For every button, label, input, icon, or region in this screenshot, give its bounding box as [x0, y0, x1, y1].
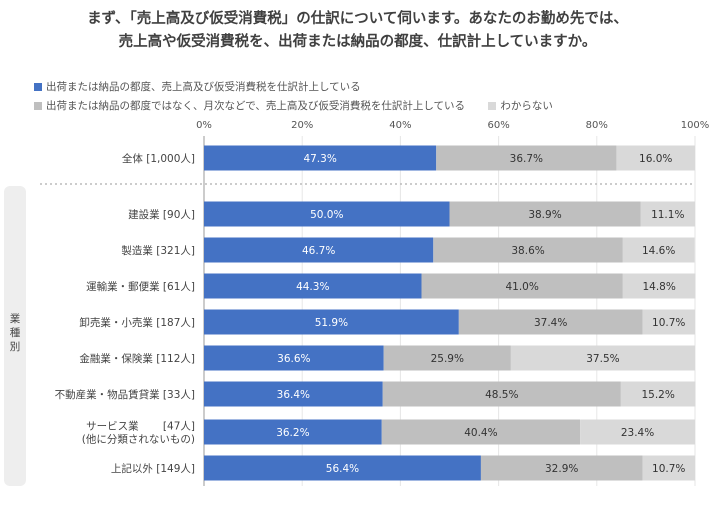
- x-tick-label-3: 60%: [487, 120, 509, 131]
- category-label-8: 上記以外 [149人]: [111, 462, 195, 475]
- bar-value-label-3-0: 44.3%: [296, 281, 329, 293]
- bar-segment-5-1: [383, 345, 511, 371]
- category-label-3: 運輸業・郵便業 [61人]: [86, 280, 195, 293]
- legend-item-2: 出荷または納品の都度ではなく、月次などで、売上高及び仮受消費税を仕訳計上している: [34, 98, 465, 113]
- bar-segment-7-0: [204, 419, 382, 445]
- legend-row-2: 出荷または納品の都度ではなく、月次などで、売上高及び仮受消費税を仕訳計上している…: [34, 98, 573, 113]
- category-label-7-0: サービス業 [47人]: [86, 420, 195, 433]
- bar-segment-0-1: [436, 145, 617, 171]
- x-tick-label-0: 0%: [196, 120, 212, 131]
- bar-value-label-1-2: 11.1%: [651, 209, 684, 221]
- bar-value-label-1-0: 50.0%: [310, 209, 343, 221]
- bar-segment-1-1: [449, 201, 641, 227]
- bar-segment-4-1: [458, 309, 643, 335]
- bar-segment-0-0: [204, 145, 437, 171]
- bar-value-label-2-0: 46.7%: [302, 245, 335, 257]
- bar-value-label-8-2: 10.7%: [652, 463, 685, 475]
- chart-title: まず、「売上高及び仮受消費税」の仕訳について伺います。あなたのお勤め先では、 売…: [0, 8, 715, 54]
- legend-swatch-1: [34, 82, 42, 91]
- bar-segment-2-0: [204, 237, 434, 263]
- bar-value-label-6-1: 48.5%: [485, 389, 518, 401]
- bar-segment-8-2: [642, 455, 695, 481]
- legend-row-1: 出荷または納品の都度、売上高及び仮受消費税を仕訳計上している: [34, 79, 381, 94]
- group-label-text: 業種別: [9, 313, 21, 353]
- bar-value-label-7-1: 40.4%: [464, 427, 497, 439]
- bar-value-label-4-0: 51.9%: [315, 317, 348, 329]
- category-label-7-1: (他に分類されないもの): [82, 433, 195, 446]
- bar-value-label-3-2: 14.8%: [642, 281, 675, 293]
- bar-segment-7-2: [580, 419, 695, 445]
- bar-value-label-7-2: 23.4%: [621, 427, 654, 439]
- bar-value-label-0-2: 16.0%: [639, 153, 672, 165]
- bar-segment-0-2: [616, 145, 695, 171]
- category-label-1: 建設業 [90人]: [128, 208, 195, 221]
- legend-label-1: 出荷または納品の都度、売上高及び仮受消費税を仕訳計上している: [46, 81, 361, 93]
- bar-value-label-8-1: 32.9%: [545, 463, 578, 475]
- bar-segment-8-1: [480, 455, 643, 481]
- x-tick-label-5: 100%: [681, 120, 710, 131]
- bar-segment-7-1: [381, 419, 581, 445]
- legend-swatch-3: [488, 101, 497, 110]
- bar-segment-6-2: [620, 381, 696, 407]
- bar-value-label-6-2: 15.2%: [641, 389, 674, 401]
- bar-value-label-4-2: 10.7%: [652, 317, 685, 329]
- bar-value-label-5-1: 25.9%: [431, 353, 464, 365]
- category-label-2: 製造業 [321人]: [121, 244, 195, 257]
- legend-swatch-2: [34, 101, 42, 110]
- x-tick-label-1: 20%: [291, 120, 313, 131]
- title-line-2: 売上高や仮受消費税を、出荷または納品の都度、仕訳計上していますか。: [118, 34, 597, 50]
- bar-segment-1-2: [640, 201, 695, 227]
- bar-segment-8-0: [204, 455, 481, 481]
- x-tick-label-4: 80%: [586, 120, 608, 131]
- bar-value-label-5-2: 37.5%: [586, 353, 619, 365]
- legend-item-1: 出荷または納品の都度、売上高及び仮受消費税を仕訳計上している: [34, 79, 361, 94]
- group-label-box: [4, 186, 26, 486]
- legend-item-3: わからない: [488, 98, 553, 113]
- bar-segment-2-1: [433, 237, 623, 263]
- bar-segment-2-2: [622, 237, 695, 263]
- bar-value-label-3-1: 41.0%: [505, 281, 538, 293]
- bar-value-label-2-1: 38.6%: [511, 245, 544, 257]
- x-tick-label-2: 40%: [389, 120, 411, 131]
- bar-segment-1-0: [204, 201, 450, 227]
- bar-value-label-7-0: 36.2%: [276, 427, 309, 439]
- bar-value-label-6-0: 36.4%: [277, 389, 310, 401]
- title-line-1: まず、「売上高及び仮受消費税」の仕訳について伺います。あなたのお勤め先では、: [87, 11, 628, 27]
- bar-value-label-5-0: 36.6%: [277, 353, 310, 365]
- category-label-0: 全体 [1,000人]: [122, 152, 195, 165]
- bar-segment-5-2: [510, 345, 695, 371]
- bar-segment-3-0: [204, 273, 422, 299]
- legend-label-3: わからない: [500, 100, 553, 112]
- bar-value-label-4-1: 37.4%: [534, 317, 567, 329]
- legend-label-2: 出荷または納品の都度ではなく、月次などで、売上高及び仮受消費税を仕訳計上している: [46, 100, 466, 112]
- category-label-6: 不動産業・物品賃貸業 [33人]: [55, 388, 195, 401]
- bar-value-label-0-1: 36.7%: [510, 153, 543, 165]
- bar-value-label-8-0: 56.4%: [326, 463, 359, 475]
- bar-segment-3-2: [622, 273, 696, 299]
- bar-value-label-2-2: 14.6%: [642, 245, 675, 257]
- bar-segment-3-1: [421, 273, 623, 299]
- bar-segment-6-0: [204, 381, 383, 407]
- category-label-5: 金融業・保険業 [112人]: [79, 352, 195, 365]
- bar-segment-6-1: [382, 381, 621, 407]
- bar-segment-4-2: [642, 309, 695, 335]
- bar-segment-4-0: [204, 309, 459, 335]
- category-label-4: 卸売業・小売業 [187人]: [79, 316, 195, 329]
- bar-value-label-1-1: 38.9%: [528, 209, 561, 221]
- bar-value-label-0-0: 47.3%: [303, 153, 336, 165]
- bar-segment-5-0: [204, 345, 384, 371]
